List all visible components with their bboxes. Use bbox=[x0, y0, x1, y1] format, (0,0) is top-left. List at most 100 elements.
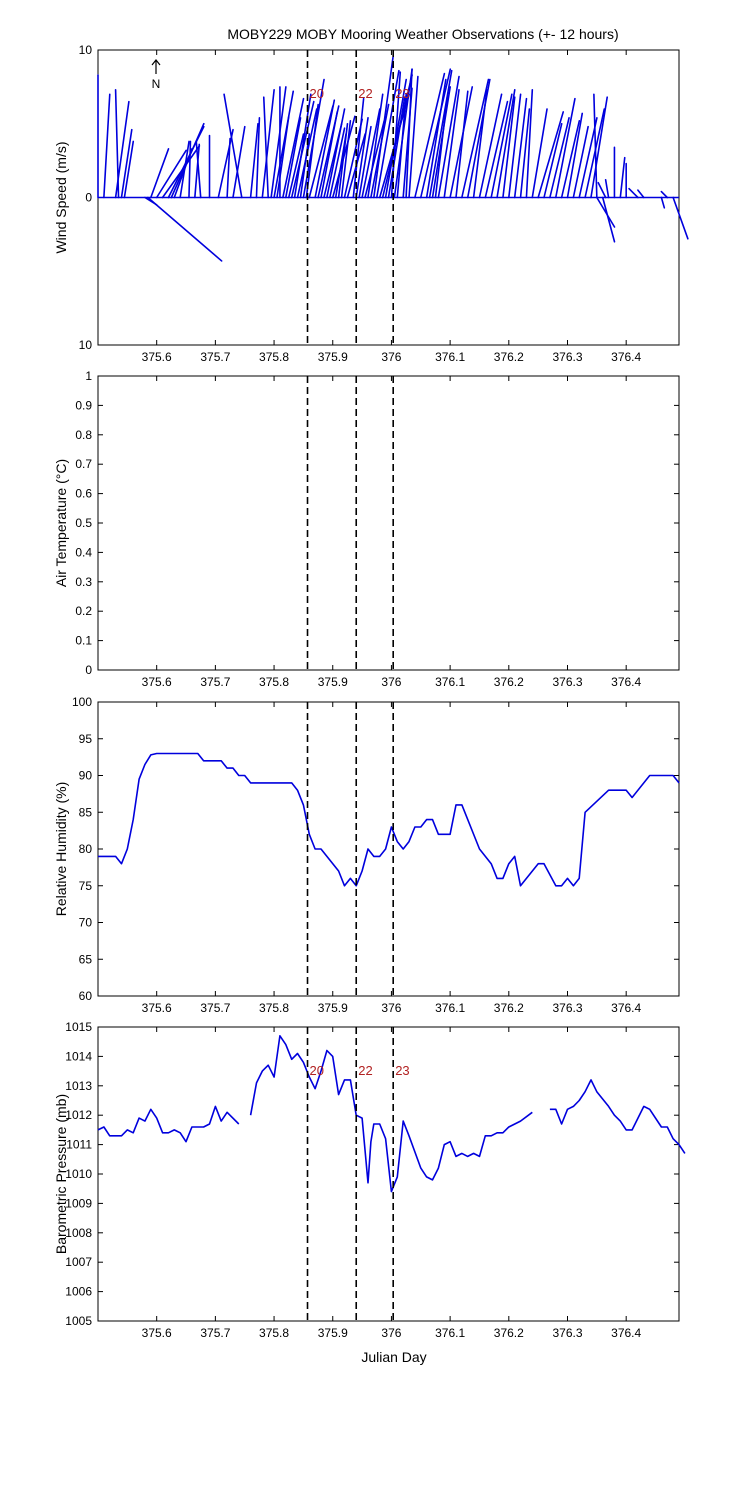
y-tick-label: 10 bbox=[79, 338, 93, 352]
wind-stick bbox=[502, 96, 516, 199]
wind-stick bbox=[455, 90, 469, 199]
x-tick-label: 376.1 bbox=[435, 1326, 465, 1340]
y-tick-label: 80 bbox=[79, 842, 93, 856]
wind-stick bbox=[434, 96, 449, 199]
wind-stick bbox=[381, 74, 413, 199]
panel-2: 375.6 375.7 375.8 375.9 376 376.1 376.2 376.3 37… bbox=[53, 369, 680, 689]
event-label: 23 bbox=[395, 86, 409, 101]
wind-stick bbox=[590, 96, 608, 199]
panel-3: 375.6 375.7 375.8 375.9 376 376.1 376.2 376.3 37… bbox=[53, 695, 680, 1015]
y-tick-label: 0.9 bbox=[75, 398, 92, 412]
wind-stick bbox=[249, 122, 259, 199]
wind-stick bbox=[461, 78, 490, 199]
y-tick-label: 0.6 bbox=[75, 487, 92, 501]
wind-stick bbox=[147, 196, 223, 262]
x-axis-label: Julian Day bbox=[361, 1349, 426, 1365]
wind-stick bbox=[276, 115, 290, 199]
y-tick-label: 1013 bbox=[65, 1079, 92, 1093]
axes-frame bbox=[97, 701, 680, 997]
y-tick-label: 60 bbox=[79, 989, 93, 1003]
wind-stick bbox=[531, 108, 548, 199]
wind-stick bbox=[270, 86, 287, 199]
wind-stick bbox=[419, 68, 452, 199]
x-tick-label: 376 bbox=[381, 350, 401, 364]
x-tick-label: 375.9 bbox=[318, 675, 348, 689]
y-tick-label: 1010 bbox=[65, 1167, 92, 1181]
y-tick-label: 0 bbox=[85, 191, 92, 205]
y-tick-label: 0.3 bbox=[75, 575, 92, 589]
panel-1: 375.6 375.7 375.8 375.9 376 376.1 376.2 376.3 37… bbox=[53, 43, 689, 364]
wind-stick bbox=[490, 93, 513, 199]
wind-stick bbox=[273, 90, 295, 199]
y-tick-label: 1014 bbox=[65, 1049, 92, 1063]
wind-stick bbox=[326, 108, 346, 199]
y-tick-label: 100 bbox=[72, 695, 92, 709]
x-tick-label: 375.8 bbox=[259, 1001, 289, 1015]
wind-stick bbox=[408, 75, 419, 199]
wind-stick bbox=[578, 117, 598, 199]
wind-stick bbox=[660, 190, 669, 199]
y-tick-label: 10 bbox=[79, 43, 93, 57]
series-line bbox=[97, 1105, 240, 1143]
wind-stick bbox=[361, 108, 381, 199]
wind-stick bbox=[543, 122, 563, 199]
wind-stick bbox=[173, 148, 193, 199]
x-tick-label: 376.3 bbox=[552, 350, 582, 364]
series-line bbox=[249, 1035, 533, 1193]
panel-4: 375.6 375.7 375.8 375.9 376 376.1 376.2 376.3 37… bbox=[53, 1020, 686, 1340]
x-tick-label: 375.8 bbox=[259, 1326, 289, 1340]
x-tick-label: 376.2 bbox=[494, 1001, 524, 1015]
wind-stick bbox=[554, 97, 576, 199]
wind-stick bbox=[320, 111, 339, 199]
north-arrow-icon bbox=[151, 59, 161, 74]
y-tick-label: 85 bbox=[79, 805, 93, 819]
y-tick-label: 0.7 bbox=[75, 457, 92, 471]
x-tick-label: 375.6 bbox=[142, 1326, 172, 1340]
wind-stick bbox=[340, 120, 352, 199]
axes-frame bbox=[97, 375, 680, 671]
x-tick-label: 376.3 bbox=[552, 1326, 582, 1340]
wind-stick bbox=[584, 108, 606, 199]
wind-stick bbox=[337, 122, 349, 199]
wind-stick bbox=[484, 100, 509, 199]
wind-stick bbox=[508, 93, 522, 199]
wind-stick bbox=[194, 143, 201, 199]
x-tick-label: 375.6 bbox=[142, 1001, 172, 1015]
x-tick-label: 375.7 bbox=[200, 1326, 230, 1340]
event-label: 20 bbox=[310, 1063, 324, 1078]
wind-stick bbox=[437, 75, 460, 199]
x-tick-label: 376.2 bbox=[494, 675, 524, 689]
wind-stick bbox=[525, 89, 534, 199]
y-axis-label: Wind Speed (m/s) bbox=[53, 141, 69, 253]
series-line bbox=[98, 752, 680, 887]
x-tick-label: 376.2 bbox=[494, 350, 524, 364]
y-tick-label: 1012 bbox=[65, 1108, 92, 1122]
x-tick-label: 375.9 bbox=[318, 350, 348, 364]
x-tick-label: 376.4 bbox=[611, 1326, 641, 1340]
wind-stick bbox=[443, 89, 460, 199]
x-tick-label: 375.6 bbox=[142, 675, 172, 689]
y-tick-label: 1006 bbox=[65, 1285, 92, 1299]
wind-stick bbox=[217, 128, 234, 199]
y-tick-label: 0.5 bbox=[75, 516, 92, 530]
wind-stick bbox=[103, 93, 111, 199]
x-tick-label: 376.3 bbox=[552, 675, 582, 689]
wind-stick bbox=[601, 196, 616, 243]
y-tick-label: 1 bbox=[85, 369, 92, 383]
event-label: 22 bbox=[358, 86, 372, 101]
wind-stick bbox=[414, 72, 446, 199]
x-tick-label: 375.7 bbox=[200, 350, 230, 364]
y-axis-label: Air Temperature (°C) bbox=[53, 459, 69, 587]
y-tick-label: 1008 bbox=[65, 1226, 92, 1240]
wind-stick bbox=[120, 128, 133, 199]
wind-stick bbox=[367, 93, 384, 199]
wind-stick bbox=[560, 120, 581, 199]
axes-frame bbox=[97, 1026, 680, 1322]
wind-stick bbox=[375, 69, 400, 199]
y-tick-label: 1009 bbox=[65, 1196, 92, 1210]
wind-stick bbox=[597, 181, 607, 199]
wind-stick bbox=[287, 133, 305, 199]
wind-stick bbox=[628, 187, 639, 199]
event-label: 23 bbox=[395, 1063, 409, 1078]
x-tick-label: 376 bbox=[381, 1326, 401, 1340]
